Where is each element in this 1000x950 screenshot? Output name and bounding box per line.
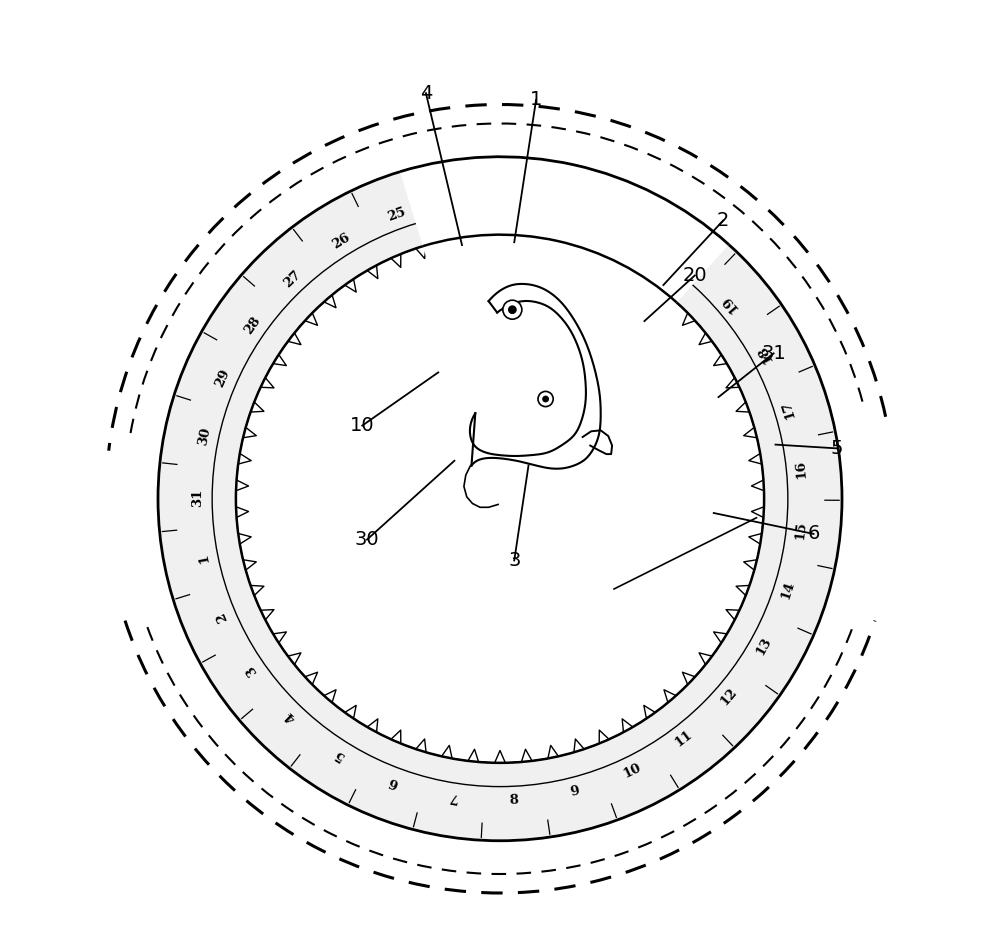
Circle shape: [249, 248, 751, 750]
Text: 5: 5: [332, 747, 346, 762]
Text: 3: 3: [508, 551, 520, 570]
Text: 25: 25: [385, 206, 407, 224]
Text: 30: 30: [196, 427, 213, 446]
Text: 17: 17: [780, 399, 798, 420]
Text: 27: 27: [282, 268, 304, 290]
Text: 8: 8: [509, 794, 519, 808]
Text: 22: 22: [566, 198, 588, 216]
Text: 4: 4: [283, 709, 299, 725]
Text: 12: 12: [717, 685, 739, 708]
Text: 7: 7: [447, 790, 458, 805]
Text: 1: 1: [197, 552, 211, 564]
Text: 13: 13: [753, 636, 774, 657]
Text: 9: 9: [568, 784, 580, 799]
Text: 1: 1: [530, 90, 542, 109]
Text: 14: 14: [779, 580, 797, 601]
Text: 6: 6: [807, 524, 820, 543]
Text: 20: 20: [682, 266, 707, 285]
Text: 18: 18: [755, 342, 775, 365]
Circle shape: [237, 236, 763, 762]
Text: 6: 6: [387, 774, 400, 789]
Text: 15: 15: [793, 521, 808, 541]
Circle shape: [503, 300, 522, 319]
Text: 21: 21: [623, 218, 645, 238]
Text: 31: 31: [191, 488, 204, 506]
Text: 23: 23: [507, 190, 526, 204]
Text: 16: 16: [793, 460, 808, 480]
Text: 19: 19: [719, 292, 741, 314]
Text: 24: 24: [445, 192, 466, 208]
Circle shape: [509, 306, 516, 314]
Text: 26: 26: [330, 231, 353, 252]
Text: 30: 30: [355, 530, 379, 549]
Text: 10: 10: [350, 416, 375, 435]
Text: 31: 31: [761, 344, 786, 363]
Text: 28: 28: [242, 314, 263, 336]
Circle shape: [543, 396, 548, 402]
Text: 2: 2: [214, 610, 230, 623]
Text: 29: 29: [213, 368, 233, 390]
Text: 3: 3: [243, 663, 259, 677]
Text: 2: 2: [717, 211, 729, 230]
Circle shape: [538, 391, 553, 407]
Circle shape: [77, 76, 923, 922]
Wedge shape: [399, 154, 731, 330]
Text: 5: 5: [831, 439, 844, 458]
Text: 4: 4: [420, 84, 432, 103]
Text: 10: 10: [621, 761, 643, 781]
Text: 11: 11: [673, 728, 695, 750]
Text: 20: 20: [675, 250, 697, 272]
Circle shape: [158, 157, 842, 841]
